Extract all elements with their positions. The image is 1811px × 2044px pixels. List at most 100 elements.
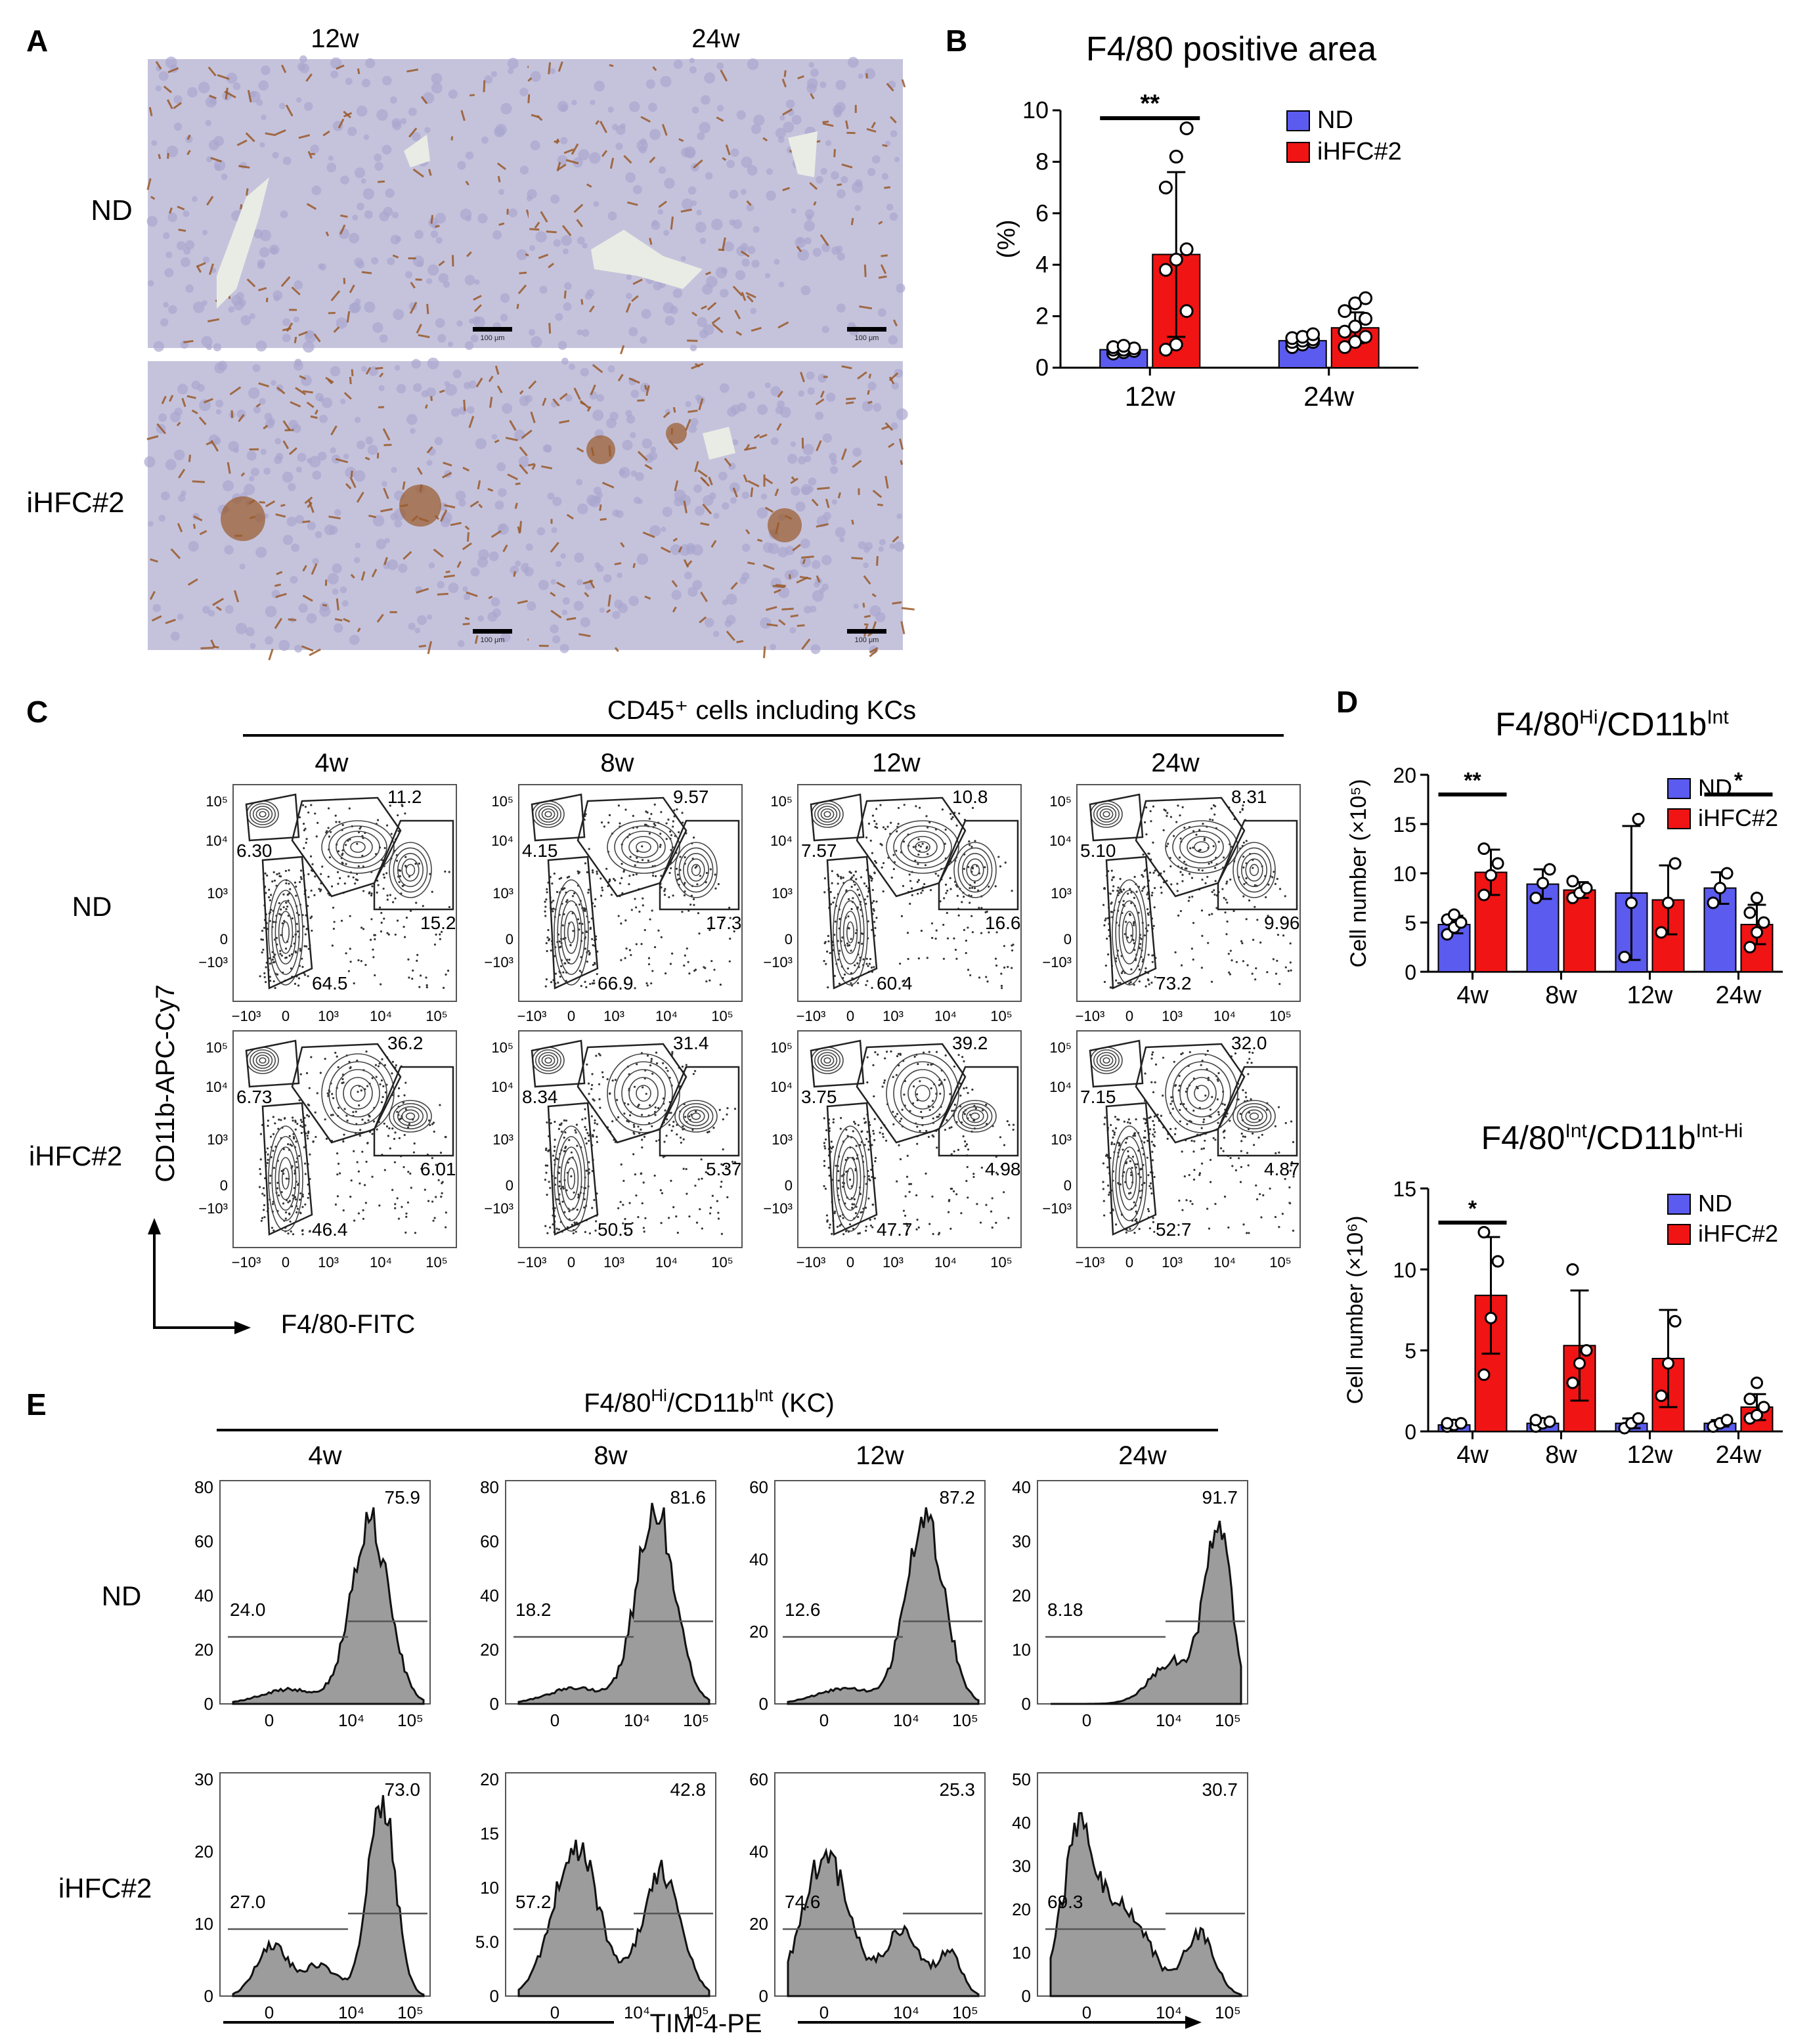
- x-tick-label: 10⁴: [1213, 1008, 1236, 1024]
- nucleus-dot: [741, 572, 750, 580]
- event-dot: [1213, 813, 1216, 816]
- event-dot: [544, 915, 547, 917]
- nucleus-dot: [188, 540, 199, 552]
- stain-mark: [207, 66, 217, 77]
- nucleus-dot: [226, 72, 238, 84]
- stain-mark: [382, 428, 391, 441]
- event-dot: [303, 1146, 305, 1148]
- event-dot: [584, 909, 586, 913]
- nucleus-dot: [803, 605, 812, 614]
- event-dot: [971, 931, 974, 934]
- event-dot: [1192, 958, 1194, 961]
- event-dot: [884, 1057, 886, 1060]
- nucleus-dot: [507, 68, 514, 74]
- contour-ring: [893, 825, 952, 869]
- event-dot: [299, 881, 301, 884]
- event-dot: [403, 936, 406, 938]
- event-dot: [660, 875, 663, 877]
- event-dot: [299, 1119, 302, 1121]
- event-dot: [422, 905, 424, 907]
- x-tick-label: 0: [1125, 1008, 1133, 1024]
- event-dot: [594, 898, 597, 901]
- contour-ring: [321, 820, 395, 874]
- event-dot: [653, 946, 657, 949]
- event-dot: [1166, 879, 1168, 882]
- event-dot: [685, 1064, 687, 1066]
- y-tick-label: 0: [1022, 1986, 1031, 2006]
- timepoint-label: 4w: [315, 749, 348, 777]
- stain-mark: [265, 500, 276, 508]
- stain-mark: [852, 460, 862, 468]
- nucleus-dot: [617, 603, 628, 613]
- event-dot: [823, 877, 827, 880]
- event-dot: [842, 1233, 845, 1236]
- event-dot: [1129, 1121, 1131, 1125]
- contour-ring: [343, 1077, 373, 1110]
- event-dot: [581, 1118, 584, 1121]
- vessel-lumen: [703, 427, 735, 460]
- event-dot: [614, 1079, 617, 1081]
- nucleus-dot: [360, 178, 366, 184]
- event-dot: [1209, 818, 1211, 821]
- contour-ring: [393, 847, 428, 893]
- nucleus-dot: [343, 453, 349, 460]
- stain-mark: [550, 542, 559, 553]
- event-dot: [295, 923, 299, 925]
- stain-mark: [888, 443, 895, 448]
- event-dot: [1133, 875, 1136, 879]
- nucleus-dot: [253, 406, 261, 414]
- nucleus-dot: [879, 538, 886, 546]
- event-dot: [307, 1131, 310, 1135]
- event-dot: [869, 957, 872, 961]
- contour-ring: [281, 921, 290, 944]
- stain-mark: [477, 480, 481, 490]
- event-dot: [920, 930, 923, 932]
- event-dot: [622, 1222, 624, 1225]
- event-dot: [335, 821, 338, 823]
- event-dot: [397, 1217, 401, 1220]
- event-dot: [336, 1152, 339, 1155]
- event-dot: [698, 932, 701, 935]
- event-dot: [289, 888, 292, 890]
- stain-mark: [800, 372, 805, 383]
- event-dot: [394, 1203, 397, 1206]
- event-dot: [872, 1129, 875, 1132]
- significance-stars: **: [1140, 90, 1160, 118]
- event-dot: [1000, 1165, 1003, 1168]
- event-dot: [301, 1125, 304, 1128]
- stain-mark: [462, 542, 472, 550]
- event-dot: [372, 1120, 376, 1123]
- stain-mark: [304, 496, 313, 504]
- event-dot: [660, 936, 663, 938]
- event-dot: [636, 1063, 638, 1066]
- nucleus-dot: [691, 106, 699, 114]
- event-dot: [617, 1207, 620, 1209]
- event-dot: [308, 1104, 311, 1107]
- event-dot: [1149, 1182, 1152, 1185]
- event-dot: [951, 1110, 953, 1112]
- nucleus-dot: [413, 383, 422, 393]
- event-dot: [1278, 1226, 1280, 1229]
- event-dot: [418, 862, 421, 865]
- event-dot: [418, 986, 421, 988]
- event-dot: [637, 1215, 640, 1219]
- nucleus-dot: [365, 436, 374, 445]
- stain-mark: [497, 175, 501, 183]
- event-dot: [718, 1108, 721, 1111]
- contour-ring: [1194, 1085, 1210, 1102]
- event-dot: [261, 938, 265, 941]
- x-tick-label: 0: [282, 1254, 290, 1271]
- event-dot: [664, 972, 667, 975]
- stain-mark: [900, 620, 906, 634]
- nucleus-dot: [312, 557, 319, 565]
- nucleus-dot: [778, 281, 785, 288]
- event-dot: [259, 1133, 263, 1135]
- event-dot: [606, 1077, 609, 1081]
- event-dot: [929, 889, 932, 892]
- event-dot: [562, 938, 565, 940]
- legend-label: iHFC#2: [1317, 138, 1402, 165]
- data-point: [1179, 242, 1194, 257]
- event-dot: [826, 1219, 829, 1222]
